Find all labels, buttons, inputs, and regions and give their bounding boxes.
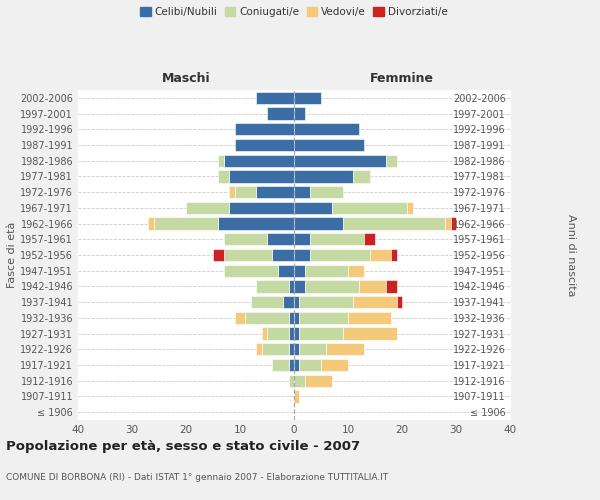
Bar [213, 249, 224, 261]
Bar [218, 218, 294, 230]
Bar [299, 359, 321, 371]
Bar [321, 359, 348, 371]
Bar [343, 218, 445, 230]
Bar [294, 359, 299, 371]
Bar [289, 312, 294, 324]
Bar [283, 296, 294, 308]
Bar [294, 186, 310, 198]
Bar [224, 154, 294, 167]
Bar [294, 123, 359, 136]
Bar [289, 359, 294, 371]
Bar [294, 280, 305, 292]
Bar [364, 233, 375, 245]
Bar [224, 264, 278, 277]
Legend: Celibi/Nubili, Coniugati/e, Vedovi/e, Divorziati/e: Celibi/Nubili, Coniugati/e, Vedovi/e, Di… [136, 3, 452, 21]
Bar [294, 328, 299, 340]
Bar [310, 233, 364, 245]
Bar [386, 154, 397, 167]
Bar [299, 296, 353, 308]
Bar [256, 186, 294, 198]
Bar [310, 249, 370, 261]
Bar [359, 280, 386, 292]
Y-axis label: Anni di nascita: Anni di nascita [566, 214, 576, 296]
Bar [235, 123, 294, 136]
Bar [229, 170, 294, 182]
Bar [154, 218, 218, 230]
Text: Maschi: Maschi [161, 72, 211, 85]
Bar [267, 233, 294, 245]
Bar [305, 280, 359, 292]
Bar [451, 218, 456, 230]
Bar [262, 328, 267, 340]
Bar [305, 264, 348, 277]
Bar [332, 202, 407, 214]
Bar [289, 343, 294, 355]
Bar [294, 154, 386, 167]
Bar [299, 343, 326, 355]
Bar [148, 218, 154, 230]
Bar [251, 296, 283, 308]
Bar [235, 312, 245, 324]
Bar [224, 249, 272, 261]
Bar [256, 92, 294, 104]
Bar [294, 296, 299, 308]
Bar [224, 233, 267, 245]
Bar [272, 249, 294, 261]
Bar [391, 249, 397, 261]
Bar [445, 218, 451, 230]
Bar [235, 139, 294, 151]
Bar [245, 312, 289, 324]
Bar [278, 264, 294, 277]
Bar [353, 170, 370, 182]
Bar [267, 108, 294, 120]
Bar [289, 280, 294, 292]
Bar [326, 343, 364, 355]
Bar [305, 374, 332, 387]
Bar [397, 296, 402, 308]
Bar [256, 280, 289, 292]
Y-axis label: Fasce di età: Fasce di età [7, 222, 17, 288]
Bar [229, 202, 294, 214]
Bar [218, 154, 224, 167]
Bar [310, 186, 343, 198]
Bar [370, 249, 391, 261]
Bar [348, 264, 364, 277]
Bar [256, 343, 262, 355]
Bar [235, 186, 256, 198]
Bar [343, 328, 397, 340]
Bar [186, 202, 229, 214]
Bar [294, 202, 332, 214]
Bar [294, 374, 305, 387]
Bar [294, 92, 321, 104]
Bar [294, 390, 299, 402]
Bar [294, 108, 305, 120]
Bar [289, 374, 294, 387]
Text: Popolazione per età, sesso e stato civile - 2007: Popolazione per età, sesso e stato civil… [6, 440, 360, 453]
Bar [294, 312, 299, 324]
Bar [267, 328, 289, 340]
Bar [294, 343, 299, 355]
Bar [294, 170, 353, 182]
Bar [353, 296, 397, 308]
Bar [294, 233, 310, 245]
Bar [348, 312, 391, 324]
Bar [294, 249, 310, 261]
Bar [386, 280, 397, 292]
Text: Femmine: Femmine [370, 72, 434, 85]
Text: COMUNE DI BORBONA (RI) - Dati ISTAT 1° gennaio 2007 - Elaborazione TUTTITALIA.IT: COMUNE DI BORBONA (RI) - Dati ISTAT 1° g… [6, 473, 388, 482]
Bar [294, 139, 364, 151]
Bar [272, 359, 289, 371]
Bar [218, 170, 229, 182]
Bar [262, 343, 289, 355]
Bar [407, 202, 413, 214]
Bar [229, 186, 235, 198]
Bar [289, 328, 294, 340]
Bar [299, 312, 348, 324]
Bar [299, 328, 343, 340]
Bar [294, 264, 305, 277]
Bar [294, 218, 343, 230]
